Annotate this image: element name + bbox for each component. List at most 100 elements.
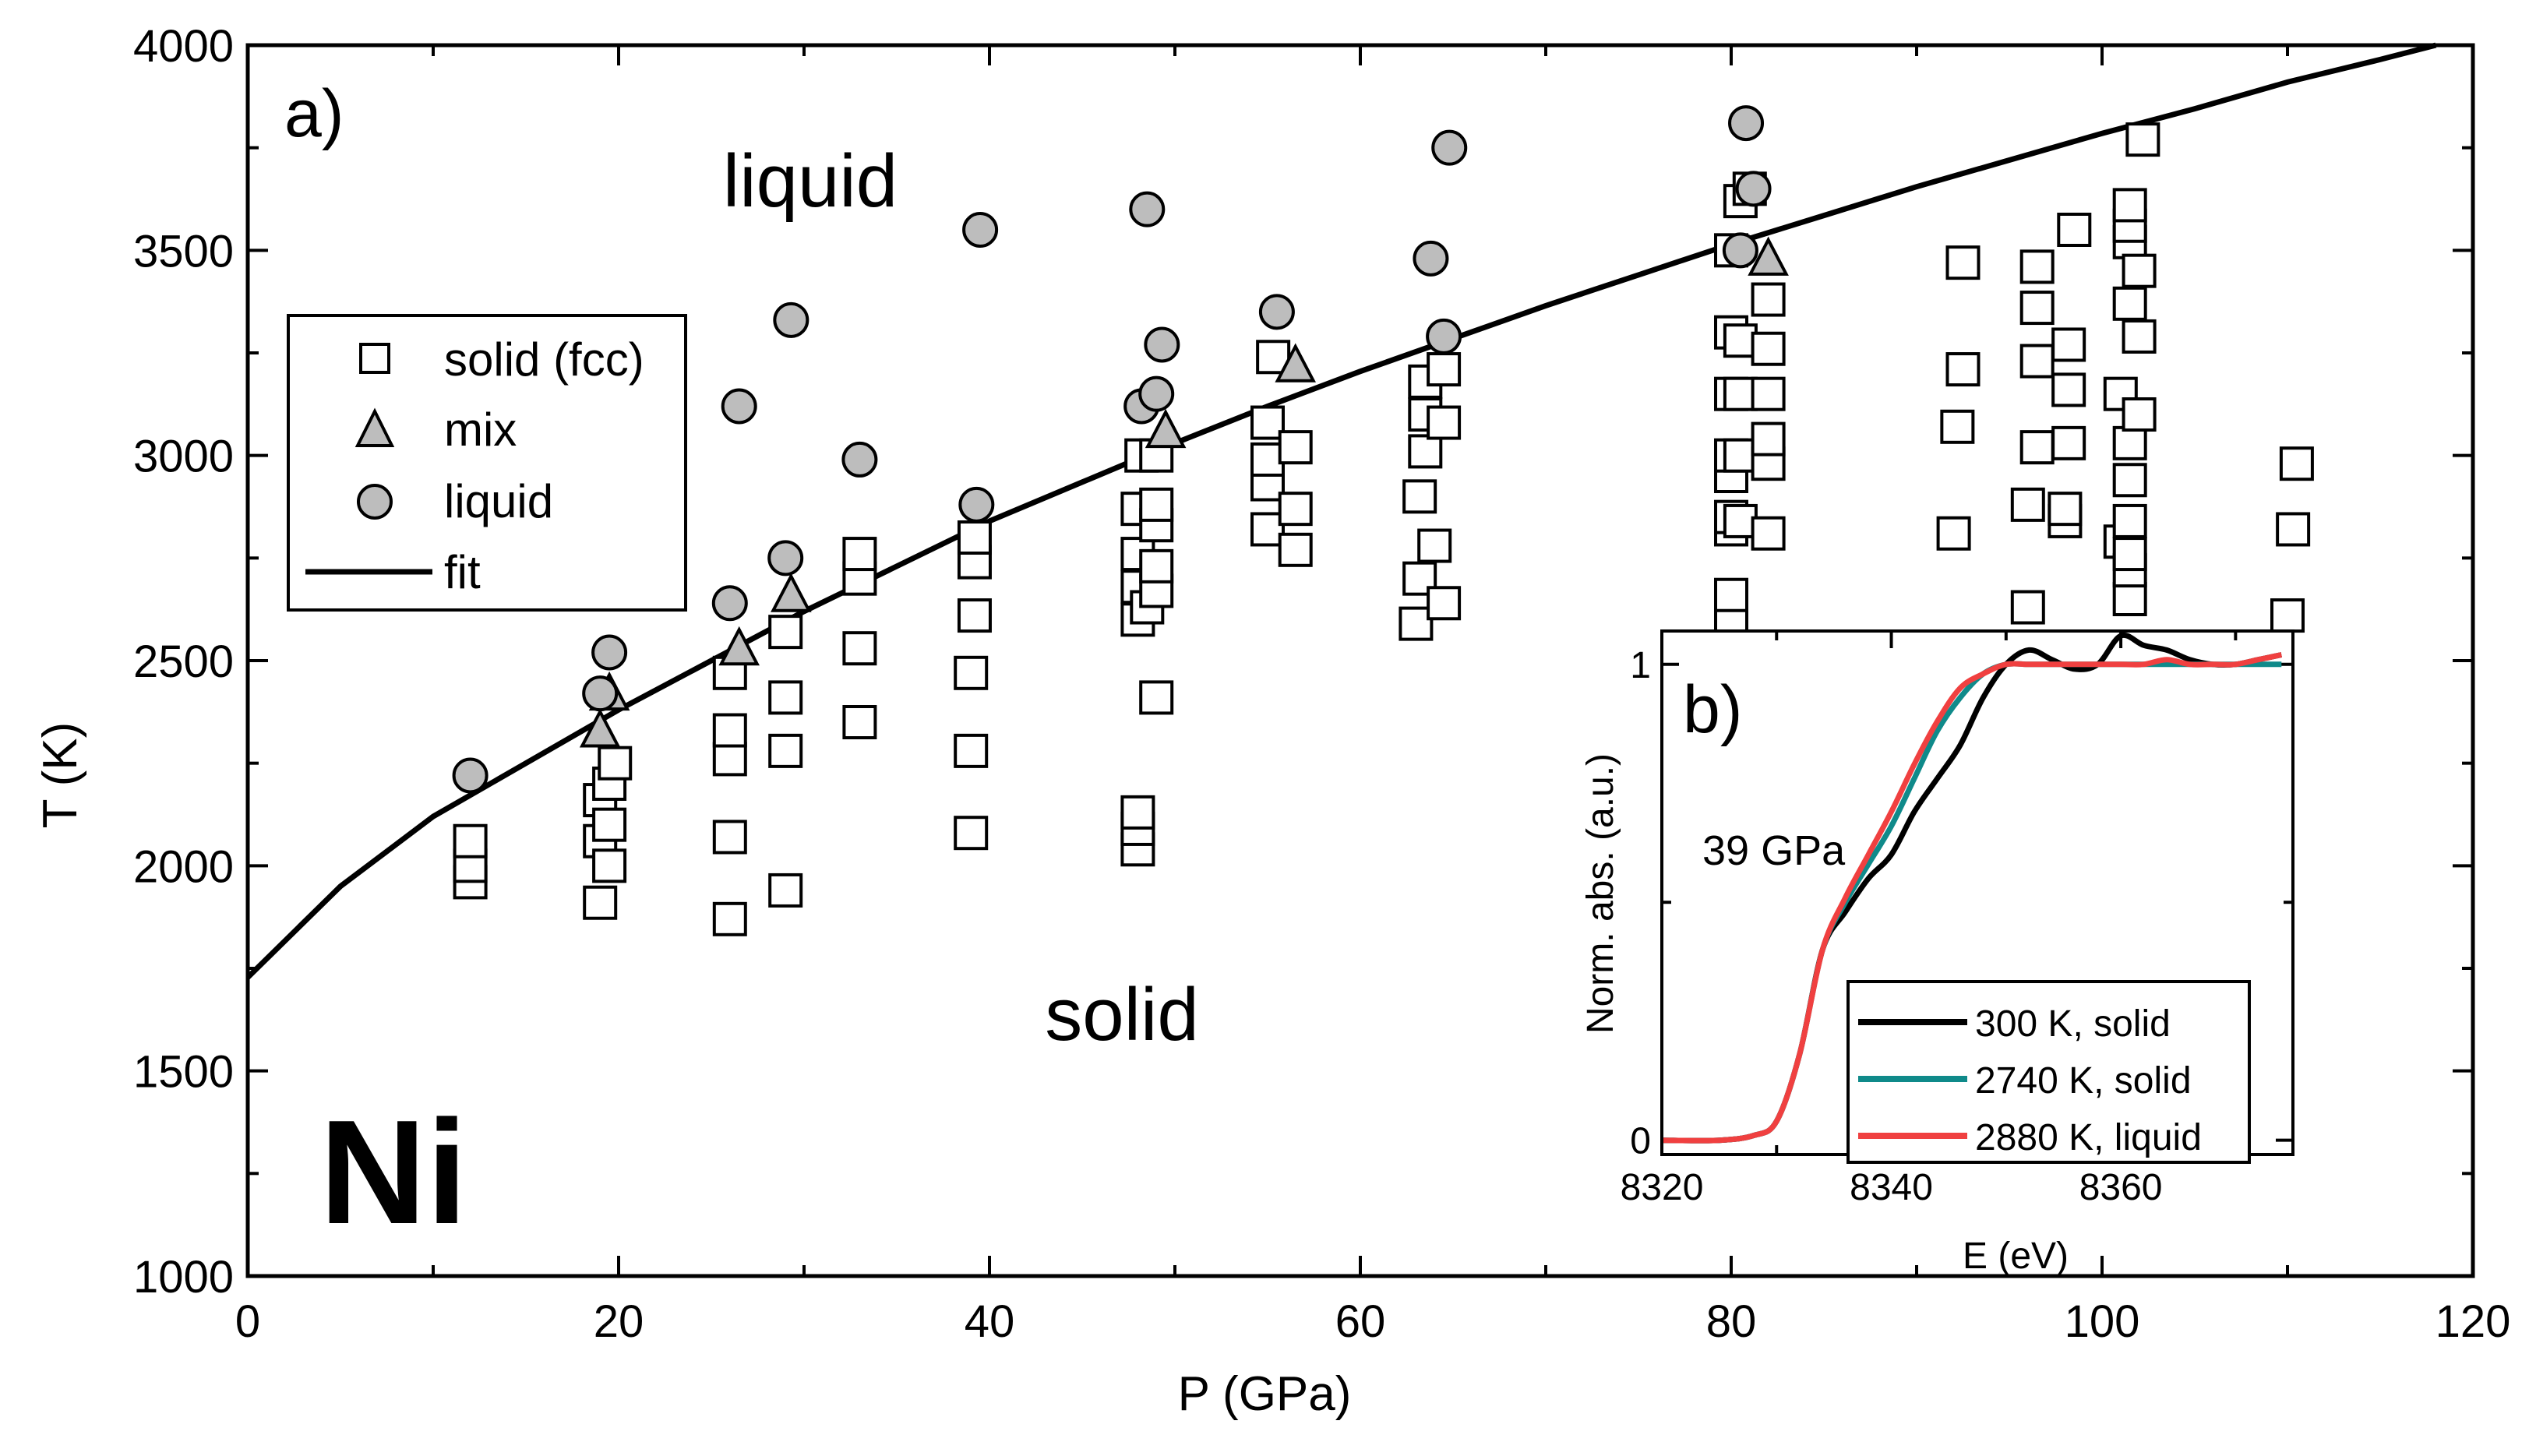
solid-point: [2051, 425, 2086, 460]
y-tick-label: 3000: [133, 432, 234, 482]
liquid-point: [767, 540, 804, 576]
solid-point: [2019, 344, 2055, 379]
solid-point: [954, 816, 989, 851]
solid-point: [842, 705, 877, 739]
main-legend: solid (fcc) mix liquid fit: [287, 314, 687, 612]
solid-point: [1945, 352, 1981, 387]
x-tick-label: 120: [2436, 1296, 2511, 1347]
solid-point: [1427, 352, 1462, 387]
inset-y-axis-label: Norm. abs. (a.u.): [1580, 753, 1621, 1034]
liquid-markers: [452, 105, 1772, 794]
solid-point: [712, 901, 747, 936]
solid-point: [1940, 409, 1975, 444]
inset-y-tick-label: 1: [1630, 645, 1651, 686]
mix-point: [718, 626, 760, 666]
legend-fit-label: fit: [444, 546, 481, 598]
solid-point: [842, 537, 877, 572]
mix-point: [1748, 236, 1789, 276]
inset-x-tick-label: 8320: [1621, 1167, 1704, 1208]
legend-solid-marker: [359, 343, 390, 374]
inset-annotation: 39 GPa: [1702, 827, 1846, 874]
inset-x-tick-label: 8340: [1850, 1167, 1933, 1208]
solid-point: [598, 746, 633, 781]
solid-point: [2112, 425, 2147, 460]
liquid-point: [1735, 171, 1772, 207]
solid-point: [2010, 487, 2045, 522]
solid-point: [1723, 323, 1758, 358]
solid-point: [1427, 586, 1462, 621]
solid-point: [712, 713, 747, 748]
solid-point: [1250, 405, 1285, 440]
liquid-point: [773, 301, 809, 338]
solid-point: [712, 820, 747, 855]
solid-point: [2122, 253, 2157, 288]
solid-point: [2019, 249, 2055, 284]
solid-point: [768, 615, 803, 650]
main-x-ticks: 0 20 40 60 80 100 120: [235, 45, 2511, 1347]
solid-point: [1936, 516, 1971, 551]
solid-point: [453, 823, 488, 858]
x-tick-label: 40: [965, 1296, 1015, 1347]
y-tick-label: 3500: [133, 226, 234, 277]
liquid-point: [591, 634, 628, 671]
main-y-ticks: 1000 1500 2000 2500 3000 3500 4000: [133, 21, 2473, 1303]
inset-y-ticks: 01: [1630, 645, 2293, 1162]
solid-point: [2051, 372, 2086, 407]
liquid-point: [958, 486, 995, 523]
solid-point: [2279, 446, 2314, 481]
legend-mix-marker: [354, 407, 395, 447]
solid-point: [2276, 512, 2311, 547]
solid-point: [1714, 577, 1748, 612]
solid-point: [768, 733, 803, 768]
inset-series: [1661, 632, 2283, 1144]
inset-x-tick-label: 8360: [2079, 1167, 2163, 1208]
solid-point: [954, 733, 989, 768]
solid-point: [2112, 286, 2147, 321]
solid-point: [592, 807, 627, 842]
y-tick-label: 4000: [133, 21, 234, 72]
y-tick-label: 1000: [133, 1252, 234, 1303]
inset-legend-300k-label: 300 K, solid: [1975, 1003, 2171, 1045]
liquid-point: [452, 757, 489, 794]
inset-plot: 8320 8340 8360 01 b) 39 GPa E (eV) Norm. a…: [1580, 629, 2294, 1277]
liquid-point: [1728, 105, 1765, 142]
x-tick-label: 80: [1706, 1296, 1757, 1347]
solid-point: [2125, 122, 2160, 157]
region-label-solid: solid: [1045, 973, 1198, 1056]
solid-point: [842, 631, 877, 666]
solid-point: [1250, 442, 1285, 477]
solid-point: [1278, 492, 1313, 527]
x-axis-label: P (GPa): [1178, 1367, 1352, 1421]
element-label-ni: Ni: [319, 1090, 467, 1255]
legend-mix-label: mix: [444, 404, 517, 456]
liquid-point: [841, 441, 878, 478]
solid-point: [2270, 598, 2305, 633]
solid-point: [954, 655, 989, 690]
main-plot: 0 20 40 60 80 100 120 1000 1500 2000 2500 3000 3500…: [34, 21, 2510, 1421]
mix-point: [579, 708, 621, 748]
solid-point: [1278, 532, 1313, 567]
region-label-liquid: liquid: [723, 139, 898, 223]
solid-point: [2112, 537, 2147, 572]
x-tick-label: 20: [594, 1296, 644, 1347]
legend-liquid-marker: [357, 484, 393, 520]
solid-point: [1399, 606, 1434, 641]
solid-point: [2112, 463, 2147, 498]
liquid-point: [1138, 375, 1175, 412]
solid-point: [2019, 430, 2055, 465]
liquid-point: [1722, 232, 1758, 269]
solid-point: [1256, 340, 1291, 375]
solid-markers: [453, 122, 2314, 936]
y-axis-label: T (K): [34, 722, 87, 829]
y-tick-label: 2500: [133, 636, 234, 687]
solid-point: [2112, 503, 2147, 538]
inset-x-axis-label: E (eV): [1963, 1236, 2069, 1277]
solid-point: [2122, 397, 2157, 432]
solid-point: [2010, 590, 2045, 625]
solid-point: [1427, 405, 1462, 440]
inset-legend: 300 K, solid 2740 K, solid 2880 K, liqui…: [1846, 980, 2251, 1164]
liquid-point: [1413, 240, 1449, 277]
solid-point: [1120, 795, 1155, 830]
solid-point: [1139, 680, 1174, 715]
